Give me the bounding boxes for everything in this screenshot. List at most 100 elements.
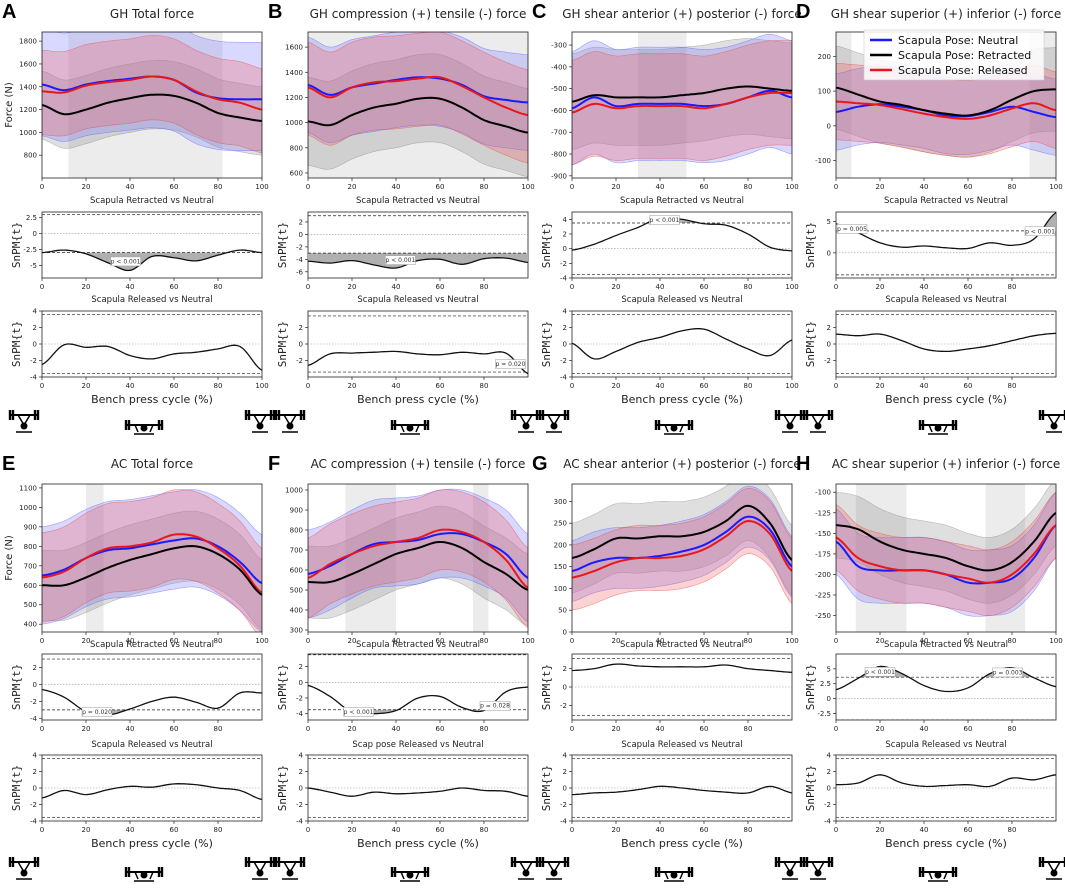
spm-axis-ytick-label: 2 <box>563 231 567 239</box>
barbell-plate <box>774 857 778 867</box>
main-axis-xtick-label: 100 <box>785 637 798 645</box>
spm-area <box>836 757 1056 819</box>
spm-area <box>572 658 792 716</box>
main-axis-xtick-label: 100 <box>521 183 534 191</box>
head <box>814 869 822 877</box>
spm-axis-xtick-label: 60 <box>964 725 973 733</box>
barbell-plate <box>799 410 803 420</box>
main-axis-ytick-label: -500 <box>551 85 567 93</box>
spm-axis-ytick-label: -2 <box>560 260 567 268</box>
barbell-plate <box>513 857 517 867</box>
bench-icons <box>802 410 1065 435</box>
barbell-plate <box>654 867 658 877</box>
barbell-plate <box>272 410 276 420</box>
p-value-label: p = 0.003 <box>993 669 1023 676</box>
spm-axis-ytick-label: 2 <box>563 665 567 673</box>
main-axis-xtick-label: 80 <box>744 637 753 645</box>
spm-axis-xtick-label: 20 <box>348 725 357 733</box>
panel-c: C GH shear anterior (+) posterior (-) for… <box>532 1 806 435</box>
spm-t-curve <box>836 774 1056 788</box>
x-axis-label: Bench press cycle (%) <box>885 393 1007 406</box>
spm-area <box>572 313 792 375</box>
mean-line-retracted <box>308 541 528 591</box>
main-axis-xtick-label: 100 <box>255 183 268 191</box>
main-axis-ytick-label: -100 <box>815 157 831 165</box>
bench-icons <box>538 410 806 435</box>
spm-axis-ytick-label: -2 <box>296 357 303 365</box>
spm-axis-xtick-label: 20 <box>82 283 91 291</box>
panel-letter: A <box>2 1 16 23</box>
spm-area <box>308 757 528 819</box>
spm-axis-xtick-label: 0 <box>306 826 310 834</box>
spm-axis-xtick-label: 40 <box>126 725 135 733</box>
sd-band-retracted <box>572 38 792 151</box>
spm-axis-frame <box>835 653 1057 721</box>
barbell-plate <box>36 857 40 867</box>
bench-end-icon <box>244 410 276 433</box>
main-axis-xtick-label: 20 <box>82 183 91 191</box>
spm-axis-xtick-label: 60 <box>700 382 709 390</box>
sd-band-neutral <box>42 32 262 151</box>
barbell-plate <box>244 857 248 867</box>
legend-label: Scapula Pose: Released <box>898 64 1028 77</box>
spm-axis-xtick-label: 20 <box>612 826 621 834</box>
spm-axis-ytick-label: 4 <box>827 752 832 760</box>
spm-axis-xtick-label: 80 <box>480 382 489 390</box>
main-axis-xtick-label: 100 <box>1049 637 1062 645</box>
spm-t-curve <box>42 343 262 371</box>
barbell-plate <box>11 857 15 867</box>
panel-letter: B <box>268 1 282 23</box>
barbell-plate <box>33 857 37 867</box>
spm-axis-ytick-label: 0 <box>33 341 37 349</box>
spm-axis-ytick-label: -4 <box>30 374 38 382</box>
barbell-plate <box>954 420 958 430</box>
head <box>406 871 414 879</box>
head <box>522 869 530 877</box>
spm-axis-ytick-label: 0 <box>563 684 567 692</box>
main-axis-frame <box>307 483 529 633</box>
spm-axis-xtick-label: 80 <box>1008 725 1017 733</box>
bench-start-icon <box>538 857 570 880</box>
spm-axis-frame <box>835 211 1057 279</box>
spm-axis-ytick-label: 2 <box>299 663 303 671</box>
mean-line-retracted <box>836 86 1056 117</box>
spm-title: Scapula Retracted vs Neutral <box>620 640 744 650</box>
head <box>256 869 264 877</box>
spm-axis-ytick-label: -2.5 <box>23 246 37 254</box>
barbell-plate <box>299 857 303 867</box>
spm-axis-ytick-label: -4 <box>560 818 568 826</box>
mean-line-retracted <box>42 93 262 122</box>
main-axis-ytick-label: 900 <box>290 507 303 515</box>
spm-axis-ytick-label: -2 <box>560 702 567 710</box>
head <box>786 422 794 430</box>
main-axis-ytick-label: 1200 <box>285 94 303 102</box>
significance-shade <box>68 32 223 178</box>
bench-end-icon <box>1038 857 1065 880</box>
head <box>934 424 942 432</box>
main-axis-xtick-label: 60 <box>964 183 973 191</box>
p-value-label: p < 0.001 <box>865 669 895 676</box>
bench-bottom-icon <box>124 420 164 435</box>
spm-axis-ytick-label: 0 <box>33 785 37 793</box>
p-value-box <box>992 667 1023 678</box>
spm-axis-ytick-label: -2.5 <box>817 710 831 718</box>
bench-bottom-icon <box>918 420 958 435</box>
barbell-plate <box>244 410 248 420</box>
barbell-plate <box>563 857 567 867</box>
bench-start-icon <box>802 857 834 880</box>
barbell-plate <box>566 410 570 420</box>
barbell-plate <box>566 857 570 867</box>
main-axis-xtick-label: 80 <box>480 183 489 191</box>
bench-start-icon <box>538 410 570 433</box>
main-plot-area <box>572 32 792 178</box>
barbell-plate <box>535 857 539 867</box>
head <box>256 422 264 430</box>
main-axis-xtick-label: 40 <box>656 183 665 191</box>
head <box>670 424 678 432</box>
spm-axis-label: SnPM{t} <box>540 222 553 268</box>
head <box>20 422 28 430</box>
barbell-plate <box>1038 857 1042 867</box>
spm-axis-label: SnPM{t} <box>804 664 817 710</box>
arm <box>400 424 405 433</box>
